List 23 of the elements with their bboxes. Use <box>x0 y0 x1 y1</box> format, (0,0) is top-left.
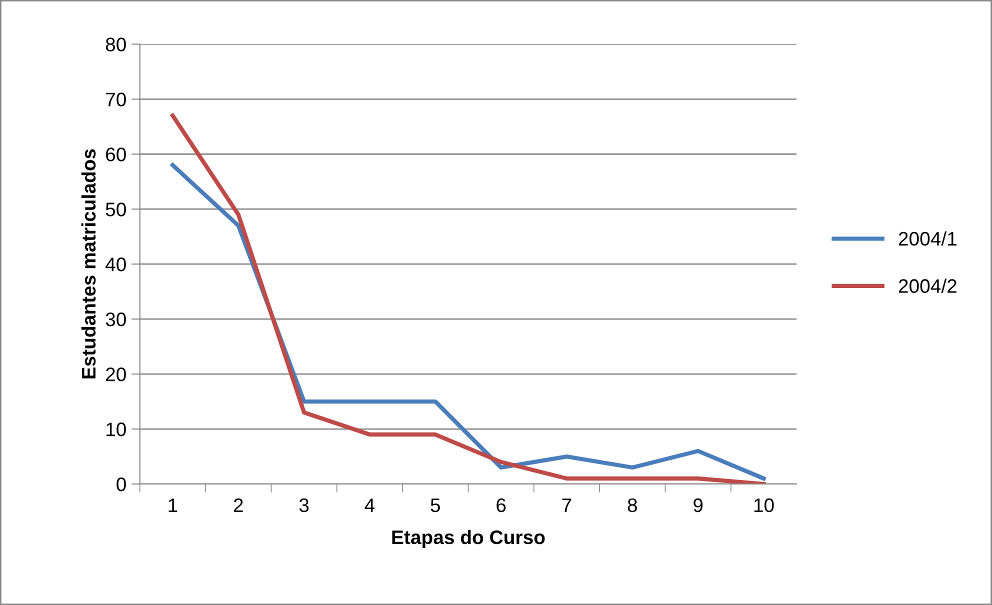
y-tick-label: 20 <box>106 368 126 382</box>
x-axis-title: Etapas do Curso <box>392 530 545 548</box>
x-tick-label: 1 <box>168 498 178 512</box>
x-tick-label: 10 <box>754 498 774 512</box>
x-tick-label: 6 <box>496 498 506 512</box>
legend-label: 2004/2 <box>898 278 956 293</box>
y-tick-label: 0 <box>116 477 126 492</box>
y-tick-label: 40 <box>106 258 126 272</box>
y-tick-label: 80 <box>106 38 126 52</box>
y-tick-label: 50 <box>106 202 126 216</box>
x-tick-label: 5 <box>430 498 440 512</box>
y-axis-title: Estudantes matriculados <box>81 149 96 378</box>
x-tick-label: 2 <box>234 498 243 512</box>
x-tick-label: 4 <box>364 498 375 512</box>
y-tick-label: 70 <box>106 92 126 106</box>
x-tick-label: 7 <box>562 498 572 512</box>
y-tick-label: 60 <box>106 148 126 162</box>
y-tick-label: 10 <box>106 422 126 436</box>
x-tick-label: 3 <box>299 498 309 512</box>
x-tick-label: 8 <box>628 498 637 512</box>
y-tick-label: 30 <box>106 312 126 326</box>
legend-label: 2004/1 <box>898 231 956 246</box>
x-tick-label: 9 <box>694 498 703 512</box>
